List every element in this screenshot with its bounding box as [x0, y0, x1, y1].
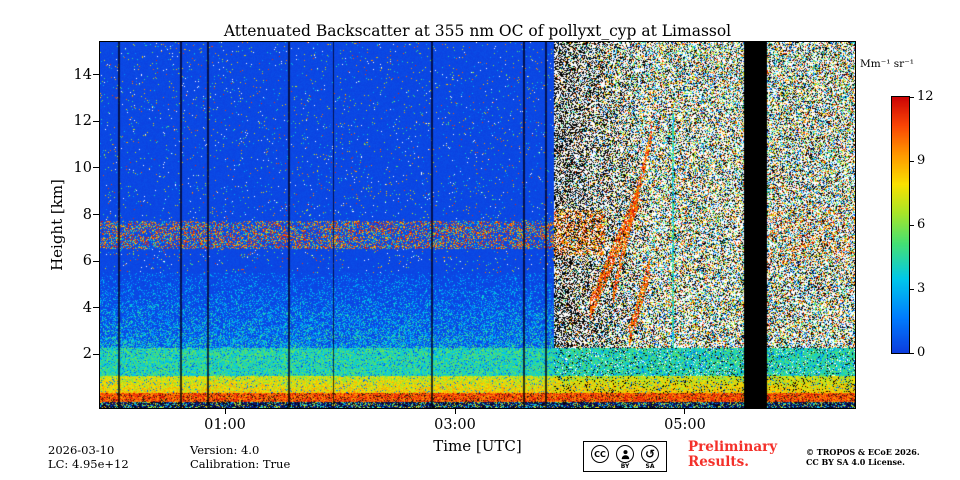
y-tick-mark	[93, 260, 99, 262]
version-label: Version: 4.0	[190, 443, 260, 457]
colorbar	[891, 96, 910, 354]
x-tick-label: 05:00	[664, 417, 706, 433]
colorbar-tick-mark	[910, 224, 914, 226]
colorbar-tick-label: 12	[917, 89, 934, 104]
attribution-person-icon	[616, 445, 634, 463]
y-tick-label: 4	[82, 299, 92, 316]
preliminary-line2: Results.	[688, 454, 749, 470]
y-tick-label: 10	[73, 159, 92, 176]
x-tick-label: 01:00	[204, 417, 246, 433]
colorbar-tick-mark	[910, 96, 914, 98]
y-tick-mark	[93, 353, 99, 355]
preliminary-results-note: Preliminary Results.	[688, 440, 777, 470]
y-tick-mark	[93, 167, 99, 169]
cc-license-badge: CC BY ↺ SA	[583, 441, 667, 472]
copyright-line1: © TROPOS & ECoE 2026.	[806, 447, 920, 457]
colorbar-tick-label: 9	[917, 153, 926, 168]
x-tick-mark	[684, 408, 686, 414]
colorbar-tick-label: 3	[917, 281, 926, 296]
x-tick-label: 03:00	[434, 417, 476, 433]
x-tick-mark	[224, 408, 226, 414]
y-tick-mark	[93, 214, 99, 215]
lidar-constant-label: LC: 4.95e+12	[48, 457, 129, 471]
heatmap-canvas	[100, 42, 855, 408]
colorbar-tick-mark	[910, 160, 914, 162]
y-tick-mark	[93, 74, 99, 76]
sa-badge-item: ↺ SA	[641, 445, 659, 470]
colorbar-unit-label: Mm⁻¹ sr⁻¹	[860, 58, 914, 70]
y-tick-mark	[93, 307, 99, 309]
x-tick-mark	[454, 408, 456, 414]
y-tick-label: 6	[82, 253, 92, 270]
date-label: 2026-03-10	[48, 443, 115, 457]
sa-label: SA	[645, 463, 655, 470]
colorbar-tick-mark	[910, 288, 914, 290]
footer-version-block: Version: 4.0 Calibration: True	[190, 443, 290, 471]
copyright-note: © TROPOS & ECoE 2026. CC BY SA 4.0 Licen…	[806, 447, 920, 467]
y-tick-label: 12	[73, 113, 92, 130]
by-label: BY	[620, 463, 630, 470]
share-alike-icon: ↺	[641, 445, 659, 463]
by-badge-item: BY	[616, 445, 634, 470]
cc-icon: CC	[591, 445, 609, 463]
footer-date-block: 2026-03-10 LC: 4.95e+12	[48, 443, 129, 471]
y-tick-label: 8	[82, 206, 92, 223]
colorbar-tick-label: 0	[917, 345, 926, 360]
chart-title: Attenuated Backscatter at 355 nm OC of p…	[223, 22, 732, 40]
y-tick-mark	[93, 120, 99, 122]
cc-badge-item: CC	[591, 445, 609, 463]
preliminary-line1: Preliminary	[688, 439, 778, 455]
calibration-label: Calibration: True	[190, 457, 291, 471]
colorbar-tick-mark	[910, 352, 914, 354]
copyright-line2: CC BY SA 4.0 License.	[806, 457, 905, 467]
colorbar-gradient	[892, 97, 909, 353]
plot-area	[99, 41, 856, 409]
y-tick-label: 2	[82, 346, 92, 363]
colorbar-tick-label: 6	[917, 217, 926, 232]
y-tick-label: 14	[73, 66, 92, 83]
x-axis-label: Time [UTC]	[433, 437, 522, 455]
